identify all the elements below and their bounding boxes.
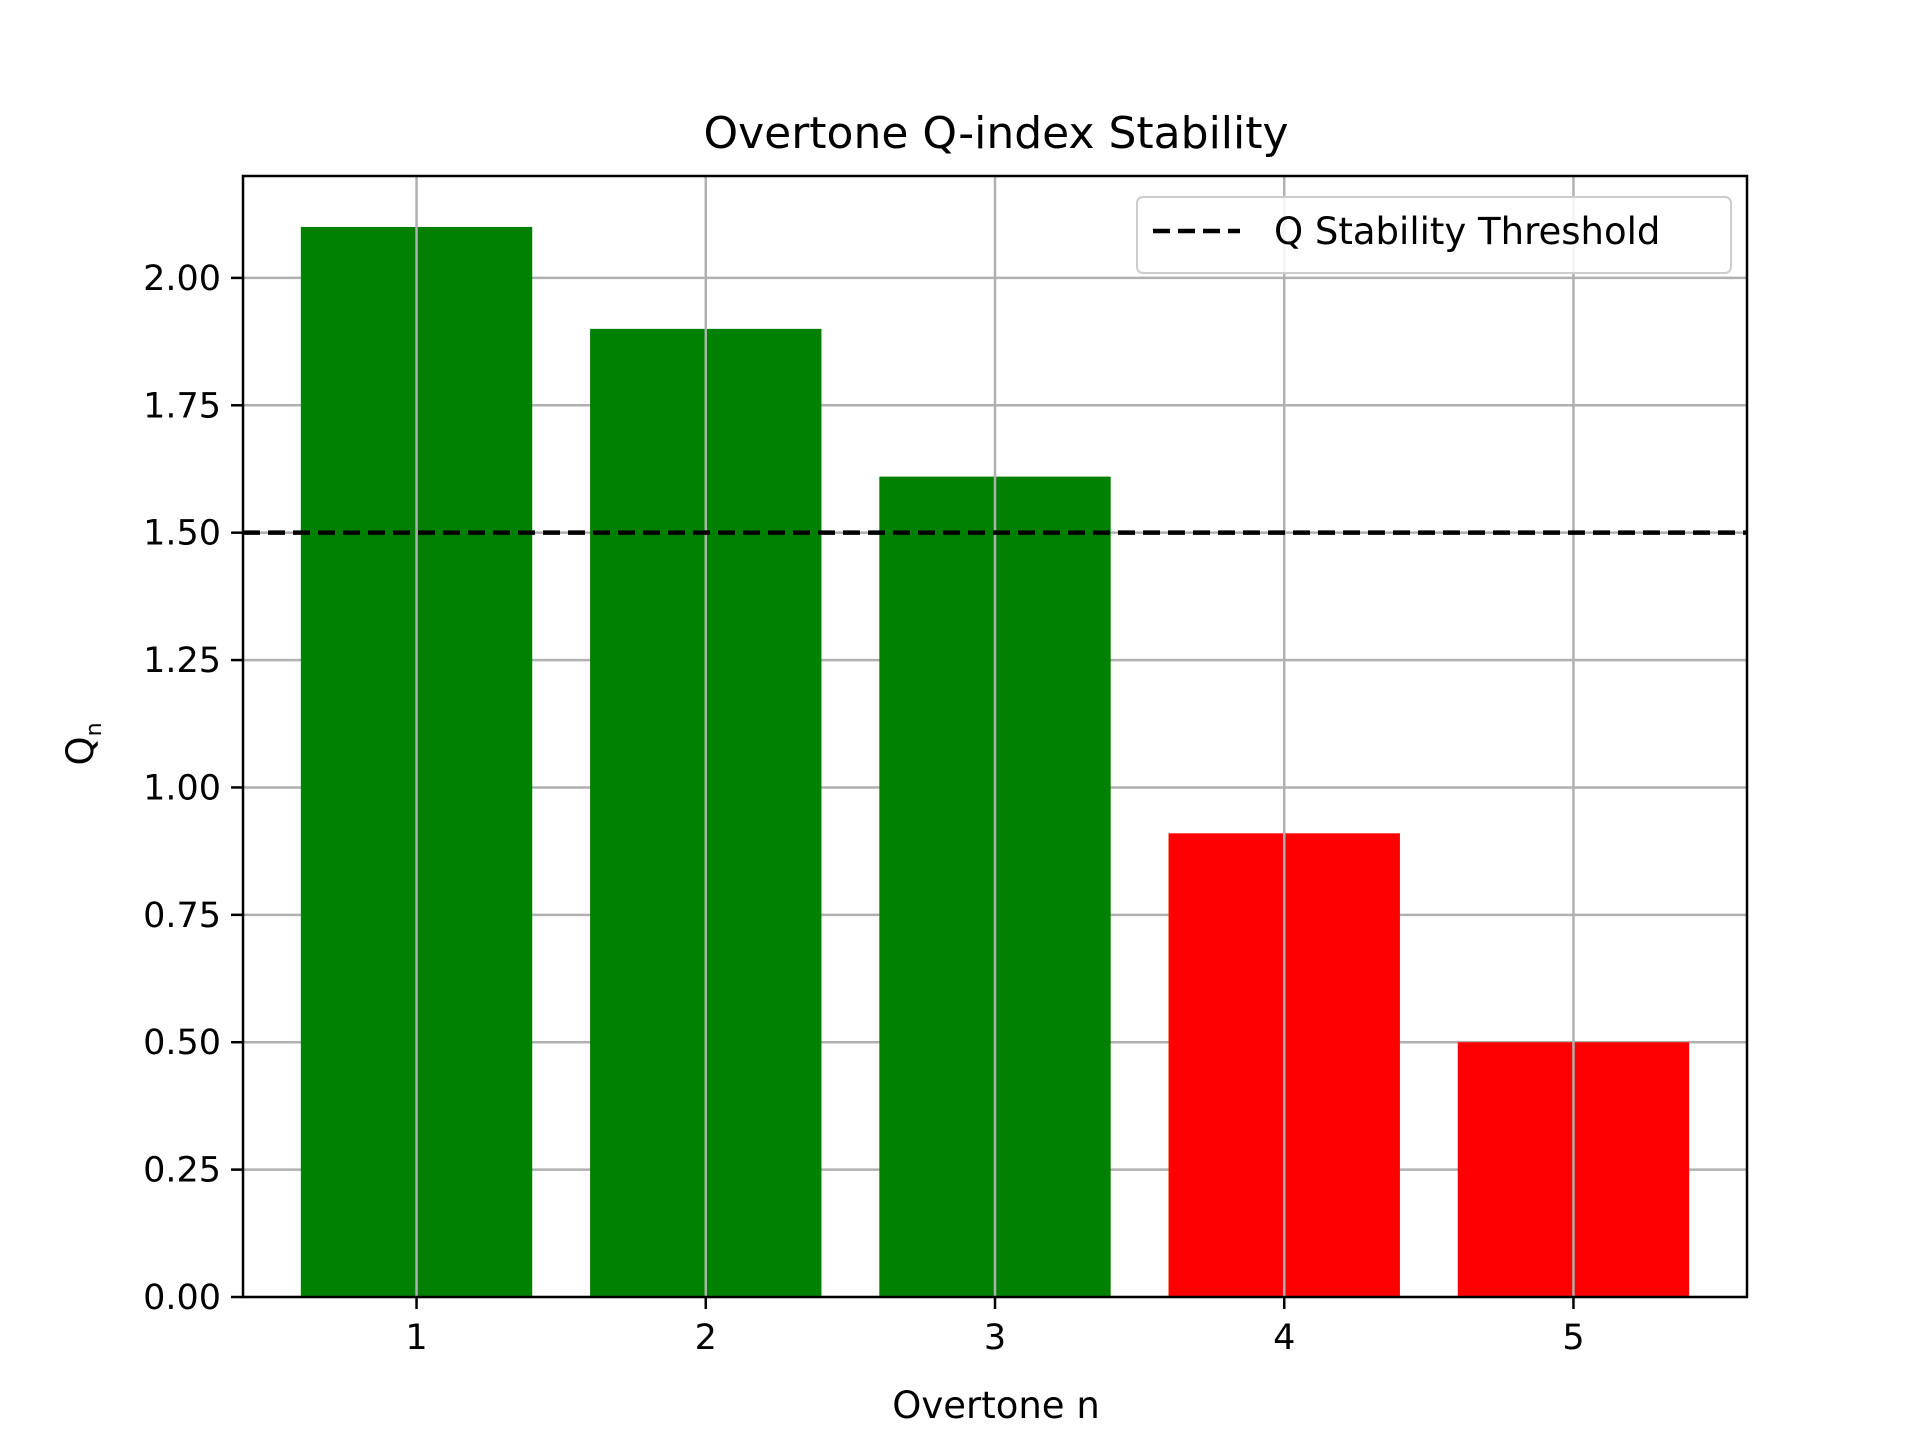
- y-axis-label-subscript: n: [82, 722, 107, 736]
- y-tick-label-0: 0.00: [143, 1278, 221, 1318]
- y-tick-label-3: 0.75: [143, 896, 221, 936]
- legend-label: Q Stability Threshold: [1274, 210, 1660, 253]
- legend-box: [1136, 196, 1732, 274]
- axis-ticks: 0.00 0.25 0.50 0.75 1.00 1.25 1.50 1.75 2.00 1 2 3 4…: [143, 259, 1585, 1358]
- legend[interactable]: Q Stability Threshold: [1136, 196, 1732, 274]
- y-tick-label-6: 1.50: [143, 514, 221, 554]
- bars: [300, 176, 1690, 1297]
- y-tick-label-8: 2.00: [143, 259, 221, 299]
- x-tick-label-4: 4: [1273, 1318, 1295, 1358]
- y-tick-label-7: 1.75: [143, 386, 221, 426]
- y-tick-label-5: 1.25: [143, 641, 221, 681]
- y-tick-label-4: 1.00: [143, 768, 221, 808]
- y-axis-label: Qn: [59, 722, 107, 765]
- y-axis-label-main: Q: [59, 736, 102, 765]
- y-tick-label-1: 0.25: [143, 1151, 221, 1191]
- y-tick-label-2: 0.50: [143, 1023, 221, 1063]
- x-tick-label-2: 2: [695, 1318, 717, 1358]
- x-tick-label-3: 3: [984, 1318, 1006, 1358]
- x-tick-label-5: 5: [1562, 1318, 1584, 1358]
- chart-title: Overtone Q-index Stability: [703, 108, 1288, 159]
- x-axis-label: Overtone n: [892, 1384, 1100, 1427]
- x-tick-label-1: 1: [405, 1318, 427, 1358]
